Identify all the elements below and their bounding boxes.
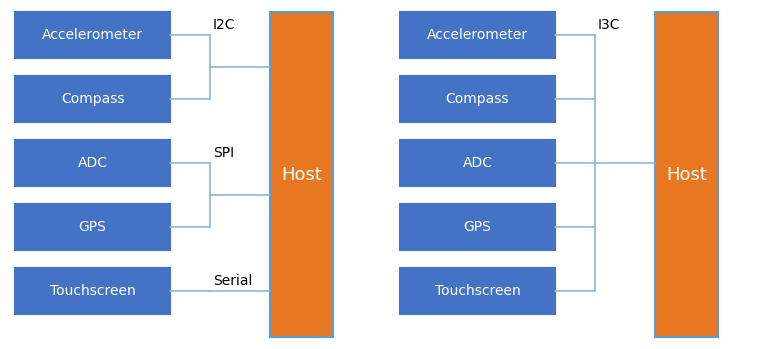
Text: SPI: SPI	[213, 146, 234, 160]
Text: ADC: ADC	[463, 156, 493, 170]
Text: GPS: GPS	[464, 220, 491, 234]
Text: Serial: Serial	[213, 274, 253, 288]
Bar	[15, 76, 170, 122]
Bar	[400, 204, 555, 250]
Text: I3C: I3C	[598, 18, 621, 32]
Bar	[400, 140, 555, 186]
Text: Touchscreen: Touchscreen	[49, 284, 136, 298]
Bar	[15, 204, 170, 250]
Text: Host: Host	[666, 165, 707, 184]
Bar	[655, 12, 718, 337]
Bar	[400, 76, 555, 122]
Bar	[15, 140, 170, 186]
Text: Accelerometer: Accelerometer	[427, 28, 528, 42]
Bar	[15, 268, 170, 314]
Text: Host: Host	[281, 165, 322, 184]
Text: Touchscreen: Touchscreen	[434, 284, 521, 298]
Bar	[400, 268, 555, 314]
Text: I2C: I2C	[213, 18, 236, 32]
Bar	[15, 12, 170, 58]
Bar	[400, 12, 555, 58]
Text: ADC: ADC	[78, 156, 108, 170]
Text: Accelerometer: Accelerometer	[42, 28, 143, 42]
Text: Compass: Compass	[446, 92, 509, 106]
Text: Compass: Compass	[61, 92, 124, 106]
Bar	[270, 12, 333, 337]
Text: GPS: GPS	[79, 220, 106, 234]
